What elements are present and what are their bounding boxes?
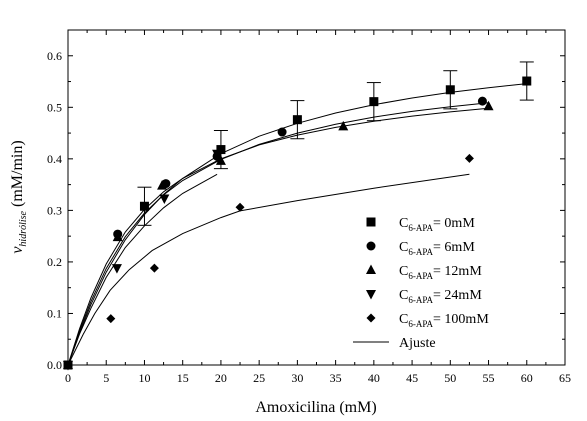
legend-label-subscript: 6-APA <box>408 247 433 257</box>
x-tick-label: 40 <box>368 371 380 385</box>
legend-label-prefix: C <box>399 288 408 303</box>
data-point-series-4 <box>106 314 115 323</box>
legend-fit-label: Ajuste <box>399 336 436 351</box>
data-point-series-0 <box>140 202 149 211</box>
data-point-series-0 <box>522 77 531 86</box>
y-tick-label: 0.4 <box>47 152 62 166</box>
y-axis-title: vhidrólise(mM/min) <box>9 140 29 253</box>
y-tick-label: 0.0 <box>47 358 62 372</box>
legend-marker-series-4 <box>367 314 376 323</box>
data-point-series-3 <box>112 264 122 274</box>
axis-ticks: 0 5 10 15 20 25 30 35 40 45 50 55 60 65 0.0 0.1 0.2 0.3 0.… <box>47 30 571 385</box>
data-point-series-0 <box>446 85 455 94</box>
x-tick-label: 0 <box>65 371 71 385</box>
y-axis-title-unit: (mM/min) <box>9 140 26 207</box>
legend-label-suffix: = 100mM <box>433 312 489 327</box>
x-tick-label: 35 <box>330 371 342 385</box>
legend-label-series-1: C6-APA= 6mM <box>399 240 475 257</box>
data-point-series-0 <box>293 115 302 124</box>
svg-text:vhidrólise(mM/min): vhidrólise(mM/min) <box>9 140 29 253</box>
x-tick-label: 10 <box>138 371 150 385</box>
legend-label-prefix: C <box>399 264 408 279</box>
legend-label-prefix: C <box>399 312 408 327</box>
x-axis-title: Amoxicilina (mM) <box>255 399 376 416</box>
legend-marker-series-1 <box>367 242 376 251</box>
error-bars <box>137 62 533 225</box>
x-tick-label: 50 <box>444 371 456 385</box>
x-tick-label: 20 <box>215 371 227 385</box>
legend-label-series-3: C6-APA= 24mM <box>399 288 482 305</box>
legend-label-suffix: = 12mM <box>433 264 482 279</box>
x-tick-label: 15 <box>177 371 189 385</box>
legend-label-suffix: = 6mM <box>433 240 475 255</box>
y-tick-label: 0.5 <box>47 100 62 114</box>
x-tick-label: 5 <box>103 371 109 385</box>
data-point-series-1 <box>478 97 487 106</box>
legend-label-suffix: = 24mM <box>433 288 482 303</box>
legend-label-subscript: 6-APA <box>408 319 433 329</box>
legend-label-suffix: = 0mM <box>433 216 475 231</box>
data-point-series-4 <box>465 154 474 163</box>
data-point-series-4 <box>150 264 159 273</box>
data-point-series-1 <box>278 128 287 137</box>
data-point-series-3 <box>159 195 169 205</box>
x-tick-label: 55 <box>483 371 495 385</box>
legend-label-series-0: C6-APA= 0mM <box>399 216 475 233</box>
legend-label-series-4: C6-APA= 100mM <box>399 312 489 329</box>
x-tick-label: 60 <box>521 371 533 385</box>
legend-marker-series-3 <box>366 290 376 300</box>
y-tick-label: 0.2 <box>47 255 62 269</box>
data-point-series-0 <box>369 97 378 106</box>
x-tick-label: 45 <box>406 371 418 385</box>
x-tick-label: 65 <box>559 371 571 385</box>
legend-label-prefix: C <box>399 216 408 231</box>
y-tick-label: 0.3 <box>47 203 62 217</box>
y-tick-label: 0.6 <box>47 49 62 63</box>
y-tick-label: 0.1 <box>47 306 62 320</box>
x-tick-label: 25 <box>253 371 265 385</box>
legend-label-subscript: 6-APA <box>408 271 433 281</box>
x-tick-label: 30 <box>291 371 303 385</box>
legend-label-subscript: 6-APA <box>408 295 433 305</box>
legend-label-series-2: C6-APA= 12mM <box>399 264 482 281</box>
legend-label-subscript: 6-APA <box>408 223 433 233</box>
legend-marker-series-2 <box>366 265 376 275</box>
y-axis-title-subscript: hidrólise <box>18 210 29 246</box>
legend-label-prefix: C <box>399 240 408 255</box>
legend-marker-series-0 <box>367 218 376 227</box>
